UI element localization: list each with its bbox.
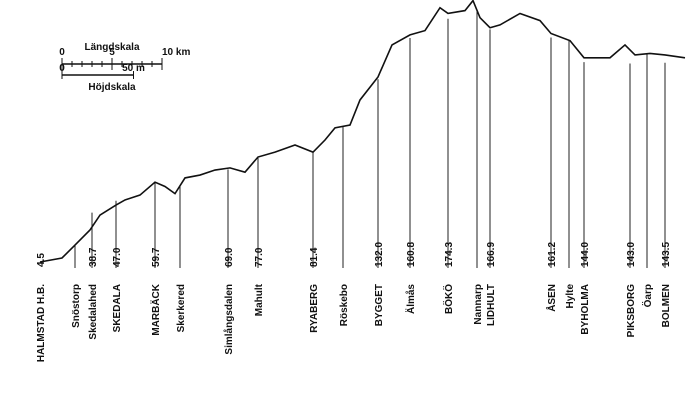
height-scale-label: 50 m	[122, 63, 145, 74]
length-scale-label: 5	[109, 47, 115, 58]
station-name: RYABERG	[309, 284, 320, 333]
elevation-label: 77.0	[254, 247, 265, 267]
station-name: Simlångsdalen	[223, 284, 235, 355]
station-name: Hylte	[565, 284, 576, 309]
profile-line	[39, 0, 686, 263]
elevation-label: 174.3	[444, 242, 455, 267]
station-name: Snöstorp	[71, 284, 82, 328]
length-scale-label: 0	[59, 47, 65, 58]
elevation-label: 38.7	[88, 247, 99, 267]
elevation-label: 143.5	[661, 242, 672, 267]
station-name: ÅSEN	[545, 284, 558, 312]
station-name: Älmås	[404, 284, 417, 314]
station-name: Skedalahed	[88, 284, 99, 340]
elevation-label: 143.0	[626, 242, 637, 267]
height-scale-title: Höjdskala	[88, 82, 136, 93]
station-name: BOLMEN	[661, 284, 672, 327]
station-name: LIDHULT	[486, 284, 497, 326]
elevation-label: 161.2	[547, 242, 558, 267]
station-name: MARBÄCK	[149, 283, 162, 335]
length-scale-title: Längdskala	[84, 42, 139, 53]
station-name: PIKSBORG	[626, 284, 637, 338]
station-name: BÖKÖ	[442, 284, 455, 314]
elevation-label: 81.4	[309, 247, 320, 267]
elevation-label: 160.8	[406, 242, 417, 267]
elevation-label: 132.0	[374, 242, 385, 267]
length-scale-label: 10 km	[162, 47, 190, 58]
elevation-label: 69.0	[224, 247, 235, 267]
elevation-label: 47.0	[112, 247, 123, 267]
station-name: Röskebo	[339, 284, 350, 326]
station-name: Öarp	[641, 284, 654, 307]
station-name: Mahult	[254, 283, 265, 316]
station-name: Skerkered	[176, 284, 187, 332]
elevation-label: 59.7	[151, 247, 162, 267]
height-scale-label: 0	[59, 63, 65, 74]
elevation-label: 4.5	[36, 253, 47, 267]
station-name: HALMSTAD H.B.	[36, 284, 47, 362]
elevation-label: 144.0	[580, 242, 591, 267]
station-name: BYGGET	[374, 284, 385, 326]
elevation-label: 166.9	[486, 242, 497, 267]
station-name: BYHOLMA	[580, 284, 591, 335]
station-name: Nannarp	[473, 284, 484, 325]
station-name: SKEDALA	[112, 284, 123, 332]
